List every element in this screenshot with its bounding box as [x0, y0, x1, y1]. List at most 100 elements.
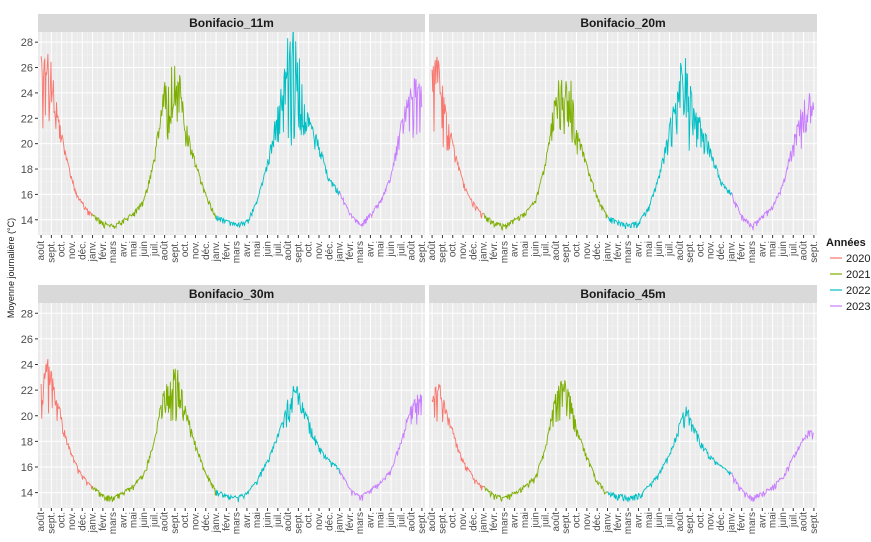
- x-tick-label: mai: [768, 512, 779, 528]
- x-tick-label: déc.: [324, 512, 335, 531]
- x-tick-label: août: [799, 241, 810, 261]
- series-line-2023: [731, 93, 815, 231]
- x-tick-label: sept.: [561, 241, 572, 263]
- x-tick-label: nov.: [458, 241, 469, 259]
- x-tick-label: août: [675, 512, 686, 532]
- y-tick-label: 14: [21, 215, 33, 227]
- x-tick-label: juin: [139, 512, 150, 529]
- x-tick-label: août: [799, 512, 810, 532]
- x-tick-label: oct.: [57, 512, 68, 528]
- y-tick-label: 16: [21, 462, 33, 474]
- x-tick-label: sept.: [417, 241, 428, 263]
- x-tick-label: avr.: [242, 241, 253, 257]
- x-tick-label: août: [427, 512, 438, 532]
- x-tick-label: mars: [747, 241, 758, 263]
- x-tick-label: janv.: [479, 512, 490, 533]
- x-tick-label: févr.: [345, 241, 356, 260]
- x-tick-label: janv.: [479, 241, 490, 262]
- x-tick-label: juil.: [664, 512, 675, 528]
- x-tick-label: juil.: [396, 512, 407, 528]
- x-tick-label: avr.: [242, 512, 253, 528]
- x-tick-label: août: [551, 241, 562, 261]
- x-tick-label: févr.: [345, 512, 356, 531]
- x-tick-label: juin: [778, 512, 789, 529]
- legend-label-2023: 2023: [846, 301, 870, 313]
- x-tick-label: avr.: [365, 241, 376, 257]
- x-tick-label: juil.: [788, 512, 799, 528]
- x-tick-label: janv.: [726, 241, 737, 262]
- x-tick-label: mai: [520, 512, 531, 528]
- series-line-2022: [607, 406, 732, 502]
- x-tick-label: sept.: [809, 512, 820, 534]
- x-tick-label: sept.: [685, 241, 696, 263]
- y-tick-label: 20: [21, 411, 33, 423]
- series-line-2023: [339, 78, 423, 228]
- x-tick-label: déc.: [201, 512, 212, 531]
- series-line-2020: [431, 383, 484, 491]
- x-tick-label: juil.: [149, 241, 160, 257]
- x-tick-label: mars: [499, 512, 510, 534]
- x-tick-label: déc.: [716, 512, 727, 531]
- x-tick-label: août: [675, 241, 686, 261]
- x-tick-label: juin: [263, 512, 274, 529]
- x-tick-label: juil.: [273, 241, 284, 257]
- x-tick-label: juin: [778, 241, 789, 258]
- x-tick-label: mars: [499, 241, 510, 263]
- x-tick-label: mars: [232, 241, 243, 263]
- x-tick-label: déc.: [324, 241, 335, 260]
- x-tick-label: sept.: [293, 512, 304, 534]
- y-tick-label: 20: [21, 139, 33, 151]
- x-tick-label: oct.: [572, 241, 583, 257]
- x-tick-label: nov.: [706, 512, 717, 530]
- x-tick-label: août: [160, 241, 171, 261]
- facet-title: Bonifacio_45m: [580, 287, 665, 301]
- x-tick-label: avr.: [757, 241, 768, 257]
- series-line-2021: [92, 368, 217, 503]
- x-tick-label: août: [407, 512, 418, 532]
- x-tick-label: mai: [768, 241, 779, 257]
- x-tick-label: déc.: [468, 512, 479, 531]
- x-tick-label: nov.: [706, 241, 717, 259]
- x-tick-label: févr.: [221, 241, 232, 260]
- series-line-2021: [483, 380, 608, 503]
- x-tick-label: déc.: [77, 512, 88, 531]
- x-tick-label: août: [283, 512, 294, 532]
- x-tick-label: nov.: [458, 512, 469, 530]
- x-tick-label: déc.: [592, 512, 603, 531]
- x-tick-label: janv.: [603, 241, 614, 262]
- x-tick-label: févr.: [221, 512, 232, 531]
- x-tick-label: mai: [252, 241, 263, 257]
- x-tick-label: févr.: [737, 241, 748, 260]
- x-tick-label: sept.: [46, 512, 57, 534]
- series-line-2020: [431, 56, 484, 220]
- series-line-2023: [731, 429, 814, 502]
- x-tick-label: sept.: [170, 512, 181, 534]
- x-tick-label: avr.: [118, 512, 129, 528]
- x-tick-label: févr.: [98, 241, 109, 260]
- x-tick-label: juin: [386, 512, 397, 529]
- x-tick-label: janv.: [211, 241, 222, 262]
- x-tick-label: avr.: [633, 512, 644, 528]
- x-tick-label: oct.: [180, 512, 191, 528]
- legend: Années 2020 2021 2022 2023: [826, 237, 870, 313]
- x-tick-label: sept.: [437, 241, 448, 263]
- x-tick-label: avr.: [633, 241, 644, 257]
- x-tick-label: juil.: [541, 241, 552, 257]
- x-tick-label: juil.: [273, 512, 284, 528]
- y-tick-label: 26: [21, 334, 33, 346]
- y-tick-label: 28: [21, 37, 33, 49]
- legend-label-2021: 2021: [846, 269, 870, 281]
- x-tick-label: nov.: [582, 241, 593, 259]
- x-tick-label: févr.: [98, 512, 109, 531]
- x-tick-label: juin: [530, 241, 541, 258]
- x-tick-label: sept.: [561, 512, 572, 534]
- x-tick-label: oct.: [448, 241, 459, 257]
- y-tick-label: 16: [21, 189, 33, 201]
- series-line-2023: [339, 394, 423, 501]
- x-tick-label: mars: [232, 512, 243, 534]
- series-line-2021: [92, 65, 217, 230]
- facet-title: Bonifacio_30m: [189, 287, 274, 301]
